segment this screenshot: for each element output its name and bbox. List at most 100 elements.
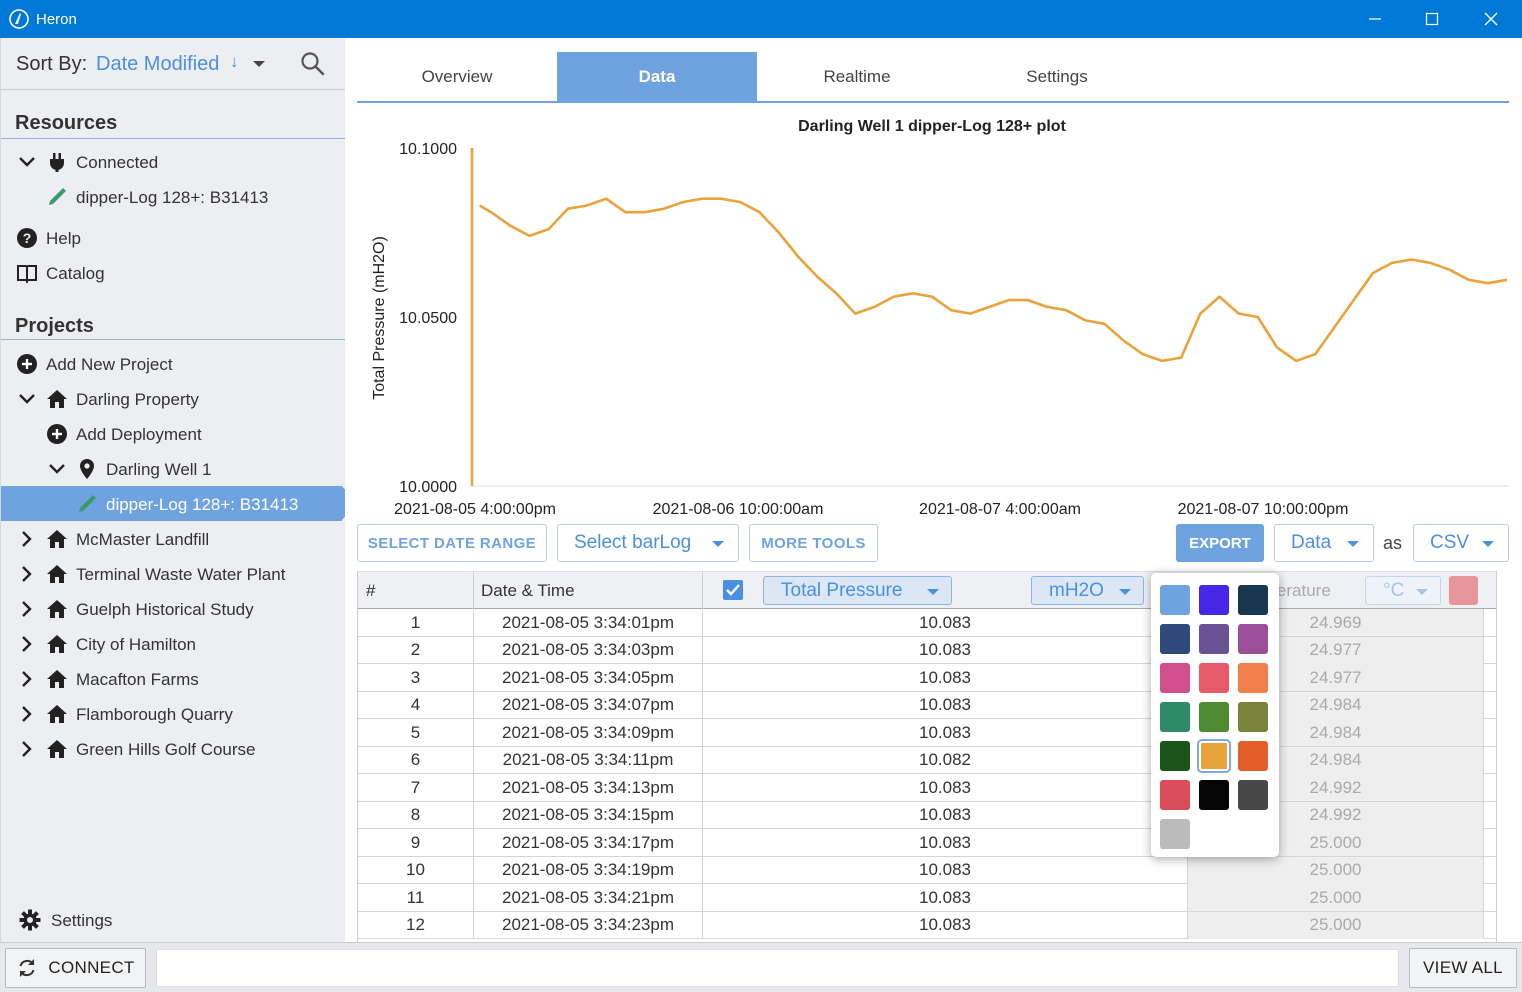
chevron-down-icon[interactable] xyxy=(47,459,67,479)
color-swatch[interactable] xyxy=(1238,585,1268,615)
color-swatch[interactable] xyxy=(1160,780,1190,810)
table-row[interactable]: 6 2021-08-05 3:34:11pm 10.082 24.984 xyxy=(358,746,1496,774)
color-swatch[interactable] xyxy=(1199,585,1229,615)
project-item[interactable]: City of Hamilton xyxy=(1,626,346,661)
color-swatch[interactable] xyxy=(1238,780,1268,810)
color-swatch[interactable] xyxy=(1199,624,1229,654)
settings-button[interactable]: Settings xyxy=(1,902,346,937)
color-swatch[interactable] xyxy=(1160,663,1190,693)
color-swatch[interactable] xyxy=(1160,819,1190,849)
color-swatch[interactable] xyxy=(1160,624,1190,654)
table-row[interactable]: 5 2021-08-05 3:34:09pm 10.083 24.984 xyxy=(358,719,1496,747)
pencil-icon xyxy=(49,188,66,205)
chevron-down-icon[interactable] xyxy=(17,152,37,172)
table-row[interactable]: 12 2021-08-05 3:34:23pm 10.083 25.000 xyxy=(358,911,1496,939)
column-header-datetime[interactable]: Date & Time xyxy=(474,572,703,609)
tab-overview[interactable]: Overview xyxy=(421,66,493,86)
select-barlog-dropdown[interactable]: Select barLog xyxy=(557,524,739,562)
project-item[interactable]: Guelph Historical Study xyxy=(1,591,346,626)
row-number-cell: 4 xyxy=(358,691,474,719)
pressure-cell: 10.083 xyxy=(703,609,1188,636)
chevron-right-icon[interactable] xyxy=(17,529,37,549)
project-item[interactable]: Macafton Farms xyxy=(1,661,346,696)
deployment-darling-well-1[interactable]: Darling Well 1 xyxy=(1,451,346,486)
view-all-button[interactable]: VIEW ALL xyxy=(1409,948,1517,988)
table-row[interactable]: 4 2021-08-05 3:34:07pm 10.083 24.984 xyxy=(358,691,1496,719)
data-table[interactable]: # Date & Time Total Pressure mH2O nperat… xyxy=(357,571,1497,942)
temperature-color-swatch[interactable] xyxy=(1449,576,1478,605)
resource-connected[interactable]: Connected xyxy=(1,144,346,179)
tab-settings[interactable]: Settings xyxy=(1026,66,1088,86)
export-type-dropdown[interactable]: Data xyxy=(1274,524,1374,562)
color-swatch[interactable] xyxy=(1199,663,1229,693)
chart-title: Darling Well 1 dipper-Log 128+ plot xyxy=(798,118,1066,135)
close-icon xyxy=(1484,12,1498,26)
color-swatch[interactable] xyxy=(1160,585,1190,615)
color-swatch[interactable] xyxy=(1238,741,1268,771)
chevron-down-icon[interactable] xyxy=(253,61,265,67)
resource-help[interactable]: ? Help xyxy=(1,220,346,255)
table-row[interactable]: 9 2021-08-05 3:34:17pm 10.083 25.000 xyxy=(358,829,1496,857)
export-format-dropdown[interactable]: CSV xyxy=(1413,524,1509,562)
chevron-right-icon[interactable] xyxy=(17,599,37,619)
chevron-right-icon[interactable] xyxy=(17,669,37,689)
chevron-right-icon[interactable] xyxy=(17,704,37,724)
project-darling-property[interactable]: Darling Property xyxy=(1,381,346,416)
sort-direction-icon[interactable]: ↓ xyxy=(230,52,239,71)
device-dipper-log-selected[interactable]: dipper-Log 128+: B31413 xyxy=(1,486,356,521)
minimize-button[interactable] xyxy=(1346,0,1404,38)
pressure-unit-dropdown[interactable]: mH2O xyxy=(1031,576,1144,605)
temperature-unit-dropdown[interactable]: °C xyxy=(1365,576,1441,605)
tab-realtime[interactable]: Realtime xyxy=(823,66,891,86)
project-item[interactable]: Green Hills Golf Course xyxy=(1,731,346,766)
project-item[interactable]: McMaster Landfill xyxy=(1,521,346,556)
resource-device[interactable]: dipper-Log 128+: B31413 xyxy=(1,179,346,214)
more-tools-button[interactable]: MORE TOOLS xyxy=(749,524,878,562)
chevron-right-icon[interactable] xyxy=(17,634,37,654)
row-number-cell: 2 xyxy=(358,636,474,664)
table-row[interactable]: 1 2021-08-05 3:34:01pm 10.083 24.969 xyxy=(358,609,1496,637)
project-label: Flamborough Quarry xyxy=(76,705,233,724)
pressure-chart[interactable]: Darling Well 1 dipper-Log 128+ plot Total… xyxy=(357,108,1509,528)
sort-dropdown[interactable]: Date Modified xyxy=(96,53,220,75)
export-button[interactable]: EXPORT xyxy=(1176,524,1264,562)
project-item[interactable]: Terminal Waste Water Plant xyxy=(1,556,346,591)
color-swatch[interactable] xyxy=(1160,702,1190,732)
book-icon xyxy=(17,265,37,284)
table-row[interactable]: 11 2021-08-05 3:34:21pm 10.083 25.000 xyxy=(358,884,1496,912)
color-swatch[interactable] xyxy=(1197,739,1231,773)
add-deployment-button[interactable]: Add Deployment xyxy=(1,416,346,451)
color-swatch[interactable] xyxy=(1238,702,1268,732)
table-row[interactable]: 3 2021-08-05 3:34:05pm 10.083 24.977 xyxy=(358,664,1496,692)
search-icon[interactable] xyxy=(299,50,327,78)
pressure-cell: 10.083 xyxy=(703,911,1188,939)
chevron-down-icon[interactable] xyxy=(17,389,37,409)
pressure-parameter-dropdown[interactable]: Total Pressure xyxy=(763,576,952,605)
chevron-right-icon[interactable] xyxy=(17,564,37,584)
chevron-right-icon[interactable] xyxy=(17,739,37,759)
project-item[interactable]: Flamborough Quarry xyxy=(1,696,346,731)
color-swatch[interactable] xyxy=(1238,663,1268,693)
home-icon xyxy=(47,740,67,758)
pressure-checkbox[interactable] xyxy=(723,580,743,600)
connect-button[interactable]: CONNECT xyxy=(5,948,146,988)
select-date-range-button[interactable]: SELECT DATE RANGE xyxy=(357,524,547,562)
resource-catalog[interactable]: Catalog xyxy=(1,255,346,290)
maximize-button[interactable] xyxy=(1403,0,1461,38)
table-row[interactable]: 7 2021-08-05 3:34:13pm 10.083 24.992 xyxy=(358,774,1496,802)
color-swatch[interactable] xyxy=(1199,702,1229,732)
table-row[interactable]: 8 2021-08-05 3:34:15pm 10.083 24.992 xyxy=(358,801,1496,829)
project-label: Guelph Historical Study xyxy=(76,600,254,619)
tab-data[interactable]: Data xyxy=(557,52,757,101)
project-label: City of Hamilton xyxy=(76,635,196,654)
add-new-project-button[interactable]: Add New Project xyxy=(1,346,346,381)
table-row[interactable]: 2 2021-08-05 3:34:03pm 10.083 24.977 xyxy=(358,636,1496,664)
color-swatch[interactable] xyxy=(1160,741,1190,771)
row-number-cell: 10 xyxy=(358,856,474,884)
color-swatch[interactable] xyxy=(1238,624,1268,654)
table-row[interactable]: 10 2021-08-05 3:34:19pm 10.083 25.000 xyxy=(358,856,1496,884)
close-button[interactable] xyxy=(1462,0,1520,38)
export-format-label: CSV xyxy=(1430,532,1470,553)
color-swatch[interactable] xyxy=(1199,780,1229,810)
y-tick-label: 10.1000 xyxy=(399,141,457,158)
